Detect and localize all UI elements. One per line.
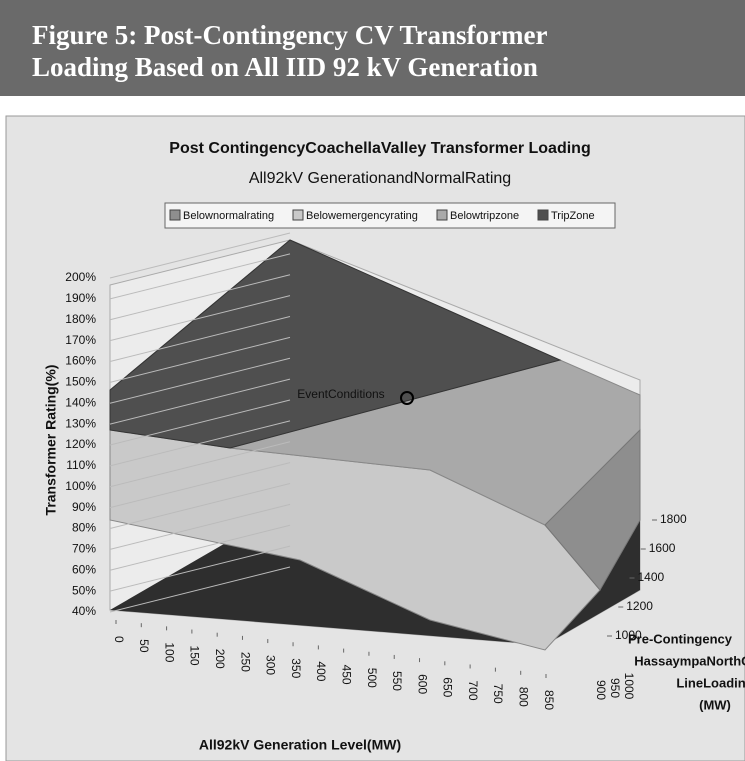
z-tick-label: 1200 — [626, 599, 653, 613]
legend-label: TripZone — [551, 210, 595, 222]
y-tick-label: 200% — [65, 270, 96, 284]
y-tick-label: 80% — [72, 521, 96, 535]
x-tick-label: 800 — [517, 687, 531, 707]
annotation: EventConditions — [297, 387, 384, 401]
legend-swatch — [169, 209, 181, 221]
x-tick-label: 650 — [441, 677, 455, 697]
y-tick-label: 50% — [72, 583, 96, 597]
y-tick-label: 120% — [65, 437, 96, 451]
x-axis-label: All92kV Generation Level(MW) — [199, 737, 401, 753]
grid-line — [109, 441, 291, 488]
chart-subtitle: All92kV GenerationandNormalRating — [249, 170, 511, 187]
z-tick-label: 950 — [608, 678, 622, 698]
grid-line — [109, 336, 291, 383]
grid-line — [109, 357, 291, 404]
legend-swatch — [537, 209, 549, 221]
y-tick-label: 150% — [65, 375, 96, 389]
header: Figure 5: Post-Contingency CV Transforme… — [0, 0, 745, 96]
grid-line — [109, 253, 291, 300]
z-axis-label: Pre-Contingency — [628, 631, 733, 646]
y-tick-label: 90% — [72, 500, 96, 514]
x-tick-label: 100 — [162, 642, 176, 662]
grid-line — [109, 399, 291, 446]
z-tick-label: 1800 — [660, 512, 687, 526]
z-tick-label: 1000 — [615, 628, 642, 642]
grid-line — [109, 483, 291, 529]
x-tick-label: 600 — [415, 674, 429, 694]
event-marker — [400, 391, 414, 405]
y-axis-label: Transformer Rating(%) — [43, 365, 59, 516]
x-tick-label: 500 — [365, 668, 379, 688]
legend-label: Belowtripzone — [450, 210, 519, 222]
chart-title: Post ContingencyCoachellaValley Transfor… — [169, 140, 590, 157]
x-tick-label: 50 — [137, 639, 151, 653]
x-tick-label: 850 — [542, 690, 556, 710]
legend-label: Belownormalrating — [183, 210, 274, 222]
z-axis-label: HassaympaNorthGila — [634, 653, 745, 668]
x-tick-label: 700 — [466, 680, 480, 700]
z-tick-label: 1600 — [649, 541, 676, 555]
x-tick-label: 400 — [314, 661, 328, 681]
grid-line — [109, 545, 291, 592]
z-tick-label: 900 — [594, 680, 608, 700]
x-tick-label: 550 — [390, 671, 404, 691]
header-title: Figure 5: Post-Contingency CV Transforme… — [32, 20, 548, 50]
grid-line — [109, 462, 291, 509]
y-tick-label: 110% — [66, 458, 96, 472]
x-tick-label: 450 — [339, 665, 353, 685]
grid-line — [109, 274, 291, 321]
y-tick-label: 170% — [65, 333, 96, 347]
y-tick-label: 160% — [65, 354, 96, 368]
grid-line — [109, 378, 291, 425]
x-tick-label: 250 — [238, 652, 252, 672]
x-tick-label: 350 — [289, 658, 303, 678]
x-tick-label: 0 — [112, 636, 126, 643]
grid-line — [109, 232, 291, 279]
grid-line — [109, 316, 291, 362]
x-tick-label: 200 — [213, 649, 227, 669]
x-tick-label: 300 — [264, 655, 278, 675]
y-tick-label: 60% — [72, 562, 96, 576]
y-tick-label: 40% — [72, 604, 96, 618]
grid-line — [109, 503, 291, 550]
grid-line — [109, 566, 291, 613]
y-tick-label: 140% — [65, 395, 96, 409]
grid-line — [109, 420, 291, 467]
header-title: Loading Based on All IID 92 kV Generatio… — [32, 52, 538, 82]
legend-swatch — [436, 209, 448, 221]
legend-label: Belowemergencyrating — [306, 210, 418, 222]
y-tick-label: 190% — [65, 291, 96, 305]
z-tick-label: 1400 — [638, 570, 665, 584]
x-tick-label: 750 — [491, 684, 505, 704]
z-tick-label: 1000 — [622, 673, 636, 700]
y-tick-label: 100% — [65, 479, 96, 493]
z-axis-label: LineLoading — [676, 675, 745, 690]
surface-below-normal — [544, 428, 641, 591]
y-tick-label: 130% — [65, 416, 96, 430]
legend-swatch — [292, 209, 304, 221]
grid-line — [109, 295, 291, 342]
x-tick-label: 150 — [188, 646, 202, 666]
y-tick-label: 180% — [65, 312, 96, 326]
grid-line — [109, 524, 291, 571]
y-tick-label: 70% — [72, 542, 96, 556]
z-axis-label: (MW) — [699, 697, 731, 712]
